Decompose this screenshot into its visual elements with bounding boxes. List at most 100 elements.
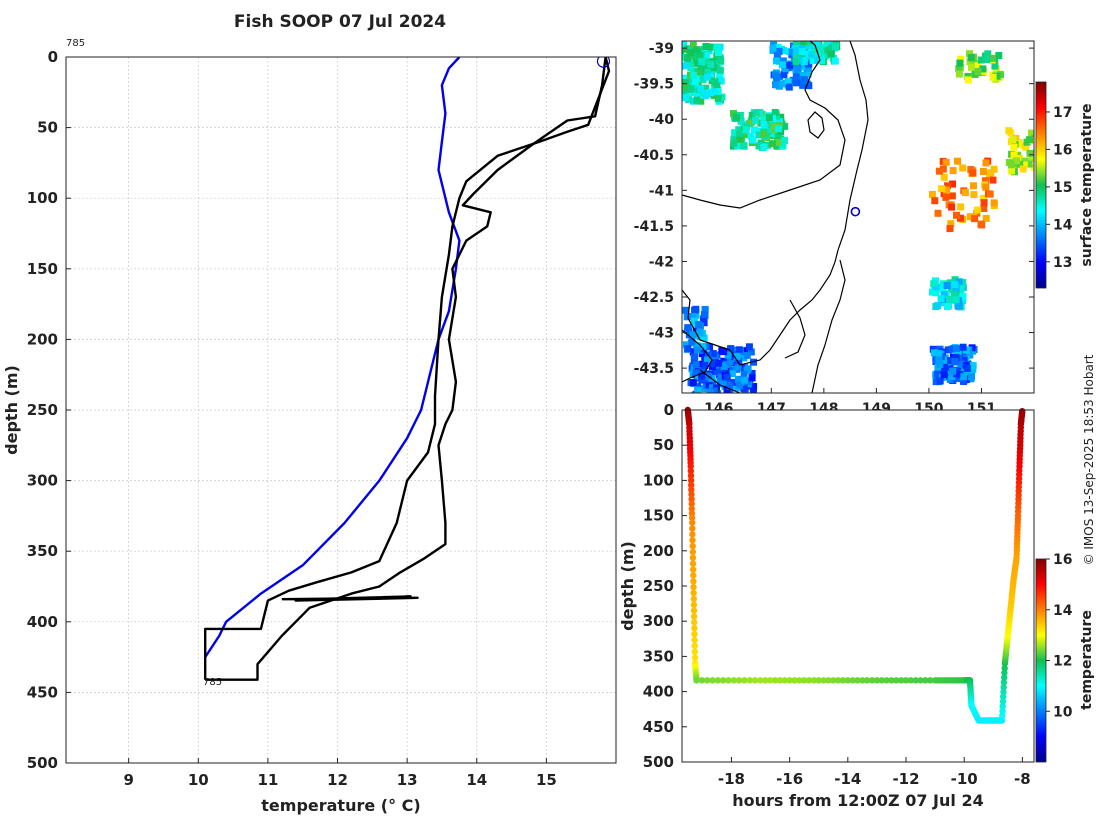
map-sst-pixel (682, 306, 690, 314)
map-sst-pixel (699, 315, 707, 323)
map-sst-pixel (798, 48, 806, 56)
map-sst-pixel (1021, 157, 1029, 165)
map-sst-pixel (967, 63, 975, 71)
map-sst-pixel (990, 199, 998, 207)
map-sst-pixel (970, 182, 977, 190)
map-sst-pixel (1010, 151, 1018, 159)
map-sst-pixel (718, 392, 726, 393)
map-sst-pixel (969, 365, 977, 373)
timeseries-point (690, 572, 697, 579)
map-sst-pixel (703, 90, 711, 98)
map-sst-pixel (966, 50, 973, 58)
map-sst-pixel (748, 370, 756, 377)
map-sst-pixel (948, 345, 956, 353)
map-sst-pixel (970, 60, 978, 68)
map-sst-pixel (716, 66, 724, 74)
map-sst-pixel (690, 71, 698, 79)
profile-lines (203, 57, 611, 681)
map-sst-pixel (731, 129, 739, 137)
map-sst-pixel (792, 41, 800, 46)
timeseries-colorbar-ticks: 10 12 14 16 (1046, 552, 1073, 720)
timeseries-chart: -18 -16 -14 -12 -10 -8 0 50 100 150 200 250 300 350 40… (618, 401, 1095, 810)
map-sst-pixel (733, 352, 741, 360)
map-sst-pixel (989, 73, 997, 81)
timeseries-y-tick-label: 250 (643, 577, 674, 595)
map-sst-pixel (682, 83, 687, 90)
map-sst-pixel (949, 167, 957, 175)
map-sst-pixel (689, 331, 697, 339)
map-sst-pixel (698, 376, 706, 384)
map-sst-pixel (931, 197, 939, 205)
map-sst-pixel (690, 317, 698, 325)
map-sst-pixel (741, 376, 748, 384)
map-sst-pixel (780, 71, 788, 79)
timeseries-point (690, 607, 698, 614)
timeseries-point (690, 589, 697, 597)
timeseries-y-tick-label: 450 (643, 718, 674, 736)
map-sst-pixel (682, 41, 687, 49)
timeseries-point (815, 677, 822, 684)
map-sst-pixel (1019, 165, 1027, 173)
timeseries-point (698, 677, 706, 684)
timeseries-point (691, 642, 698, 649)
map-sst-pixel (824, 46, 832, 54)
map-sst-pixel (800, 58, 808, 66)
map-sst-pixel (715, 359, 722, 367)
map-sst-pixel (943, 282, 951, 289)
map-sst-pixel (735, 126, 743, 134)
map-sst-pixel (683, 313, 691, 321)
map-sst-pixel (772, 57, 780, 65)
profile-series-upcast (203, 57, 611, 680)
map-sst-pixel (928, 190, 936, 198)
timeseries-point (691, 654, 699, 661)
map-sst-pixel (756, 108, 764, 116)
timeseries-point (854, 677, 861, 684)
map-sst-pixel (735, 375, 742, 383)
timeseries-point (801, 677, 808, 684)
timeseries-point (688, 496, 695, 503)
map-sst-pixel (808, 50, 816, 58)
profile-y-label: depth (m) (2, 365, 21, 455)
map-sst-pixel (735, 357, 743, 365)
timeseries-x-tick-label: -8 (1014, 770, 1031, 788)
map-sst-pixel (736, 381, 744, 389)
map-sst-pixel (780, 47, 787, 55)
map-sst-pixel (809, 57, 817, 65)
map-sst-pixel (946, 296, 954, 303)
map-sst-pixel (940, 190, 948, 198)
profile-x-label: temperature (° C) (261, 796, 420, 815)
map-sst-pixel (982, 183, 990, 191)
map-sst-pixel (984, 50, 992, 58)
map-sst-pixel (936, 377, 944, 385)
map-sst-pixel (713, 43, 721, 51)
timeseries-point (691, 648, 698, 655)
map-sst-pixel (957, 203, 965, 211)
timeseries-x-tick-label: -14 (834, 770, 861, 788)
timeseries-point (830, 677, 837, 684)
map-sst-pixel (726, 358, 734, 365)
timeseries-point (781, 677, 788, 684)
map-sst-pixel (939, 280, 947, 288)
map-sst-pixel (747, 348, 755, 356)
map-sst-pixel (691, 353, 699, 361)
map-sst-pixel (682, 50, 684, 58)
timeseries-point (864, 677, 871, 684)
map-sst-pixel (932, 378, 940, 386)
map-colorbar-tick-label: 14 (1053, 217, 1073, 233)
map-sst-pixel (784, 78, 792, 86)
map-sst-pixel (691, 78, 699, 86)
map-sst-pixel (698, 58, 706, 65)
timeseries-point (690, 584, 697, 591)
map-sst-pixel (823, 41, 831, 48)
map-sst-pixel (995, 52, 1003, 59)
map-sst-pixel (714, 49, 722, 57)
map-sst-pixel (963, 365, 971, 372)
map-colorbar-tick-label: 15 (1053, 180, 1072, 196)
map-sst-pixel (767, 129, 775, 137)
map-sst-pixel (1009, 136, 1017, 144)
map-sst-pixel (954, 157, 961, 165)
map-sst-pixel (778, 61, 786, 69)
map-sst-pixel (702, 43, 710, 50)
profile-y-tick-label: 300 (27, 472, 58, 490)
map-sst-pixel (776, 80, 784, 88)
